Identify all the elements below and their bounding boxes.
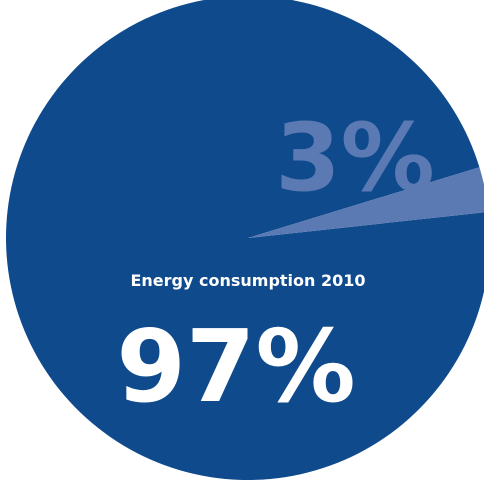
pie-slices bbox=[6, 0, 484, 480]
slice-label-main: 97% bbox=[116, 308, 355, 425]
chart-title: Energy consumption 2010 bbox=[130, 271, 365, 290]
pie-slice-minor bbox=[248, 167, 484, 238]
pie-slice-main bbox=[6, 0, 484, 480]
slice-label-minor: 3% bbox=[275, 104, 435, 213]
